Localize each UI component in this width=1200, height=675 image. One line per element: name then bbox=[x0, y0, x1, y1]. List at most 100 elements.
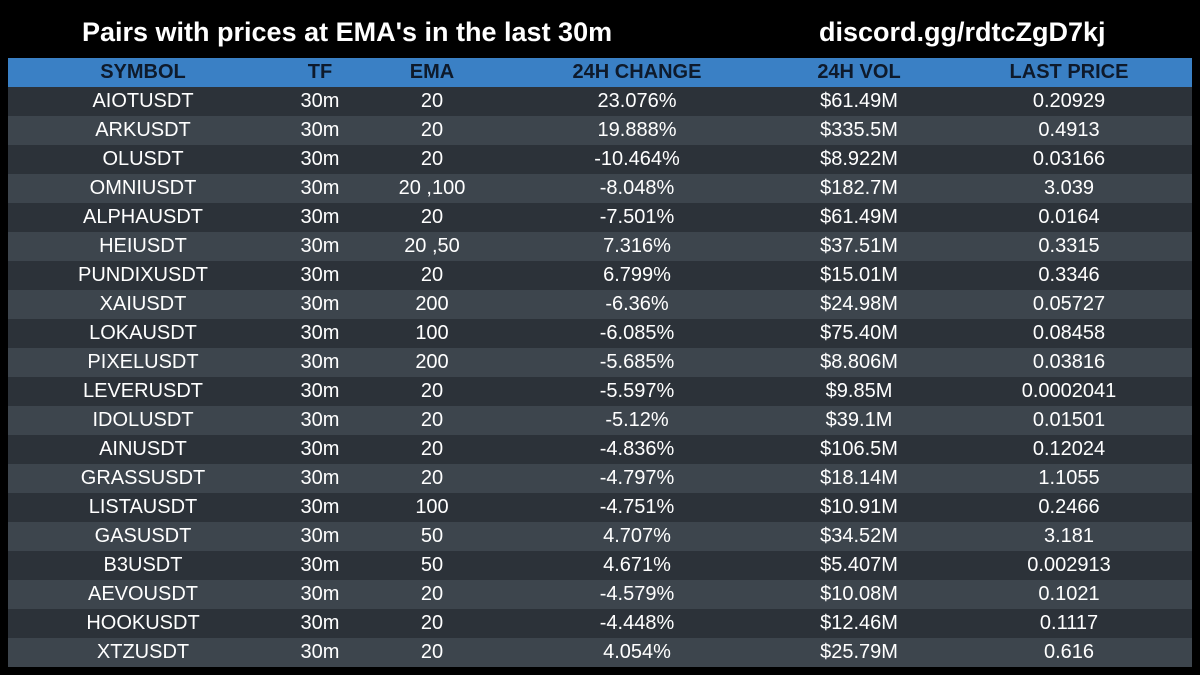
tf-cell: 30m bbox=[300, 264, 340, 286]
price-cell: 0.3315 bbox=[1038, 235, 1100, 257]
table-row: LEVERUSDT 30m 20 -5.597% $9.85M 0.0002041 bbox=[8, 377, 1192, 406]
tf-cell: 30m bbox=[300, 467, 340, 489]
symbol-cell: IDOLUSDT bbox=[92, 409, 194, 431]
price-cell: 0.05727 bbox=[1032, 293, 1106, 315]
tf-cell: 30m bbox=[300, 554, 340, 576]
ema-cell: 200 bbox=[415, 293, 449, 315]
volume-cell: $18.14M bbox=[820, 467, 898, 489]
price-cell: 0.01501 bbox=[1032, 409, 1106, 431]
volume-cell: $39.1M bbox=[825, 409, 893, 431]
change-cell: 4.671% bbox=[603, 554, 671, 576]
ema-cell: 20 bbox=[420, 467, 444, 489]
tf-cell: 30m bbox=[300, 351, 340, 373]
change-cell: 19.888% bbox=[597, 119, 677, 141]
price-cell: 0.03816 bbox=[1032, 351, 1106, 373]
page-title: Pairs with prices at EMA's in the last 3… bbox=[82, 17, 613, 47]
table-row: AEVOUSDT 30m 20 -4.579% $10.08M 0.1021 bbox=[8, 580, 1192, 609]
ema-cell: 20 bbox=[420, 409, 444, 431]
symbol-cell: HEIUSDT bbox=[99, 235, 187, 257]
symbol-cell: AIOTUSDT bbox=[92, 90, 194, 112]
ema-cell: 20 bbox=[420, 612, 444, 634]
volume-cell: $8.922M bbox=[820, 148, 898, 170]
tf-cell: 30m bbox=[300, 90, 340, 112]
tf-cell: 30m bbox=[300, 438, 340, 460]
symbol-cell: OMNIUSDT bbox=[89, 177, 197, 199]
tf-cell: 30m bbox=[300, 612, 340, 634]
price-cell: 0.03166 bbox=[1032, 148, 1106, 170]
tf-cell: 30m bbox=[300, 409, 340, 431]
tf-cell: 30m bbox=[300, 148, 340, 170]
symbol-cell: XTZUSDT bbox=[96, 641, 190, 663]
volume-cell: $37.51M bbox=[820, 235, 898, 257]
symbol-cell: LEVERUSDT bbox=[82, 380, 204, 402]
price-cell: 0.12024 bbox=[1032, 438, 1106, 460]
ema-cell: 20 bbox=[420, 119, 444, 141]
symbol-cell: GRASSUSDT bbox=[80, 467, 206, 489]
ema-cell: 20 bbox=[420, 206, 444, 228]
price-cell: 0.1021 bbox=[1038, 583, 1100, 605]
symbol-cell: OLUSDT bbox=[102, 148, 184, 170]
volume-cell: $34.52M bbox=[820, 525, 898, 547]
price-cell: 0.002913 bbox=[1027, 554, 1111, 576]
change-cell: -6.085% bbox=[599, 322, 675, 344]
column-header-tf: TF bbox=[307, 61, 333, 83]
volume-cell: $15.01M bbox=[820, 264, 898, 286]
price-cell: 3.039 bbox=[1043, 177, 1095, 199]
ema-cell: 20 bbox=[420, 641, 444, 663]
column-header-symbol: SYMBOL bbox=[100, 61, 186, 83]
change-cell: -4.751% bbox=[599, 496, 675, 518]
volume-cell: $182.7M bbox=[820, 177, 898, 199]
symbol-cell: ALPHAUSDT bbox=[82, 206, 204, 228]
symbol-cell: LOKAUSDT bbox=[89, 322, 197, 344]
volume-cell: $61.49M bbox=[820, 206, 898, 228]
ema-cell: 20 bbox=[420, 148, 444, 170]
price-cell: 3.181 bbox=[1043, 525, 1095, 547]
change-cell: -4.579% bbox=[599, 583, 675, 605]
discord-link[interactable]: discord.gg/rdtcZgD7kj bbox=[819, 17, 1106, 47]
tf-cell: 30m bbox=[300, 235, 340, 257]
volume-cell: $61.49M bbox=[820, 90, 898, 112]
table-row: AIOTUSDT 30m 20 23.076% $61.49M 0.20929 bbox=[8, 87, 1192, 116]
column-header-24h-change: 24H CHANGE bbox=[572, 61, 702, 83]
table-row: LISTAUSDT 30m 100 -4.751% $10.91M 0.2466 bbox=[8, 493, 1192, 522]
ema-cell: 50 bbox=[420, 525, 444, 547]
table-row: OMNIUSDT 30m 20 ,100 -8.048% $182.7M 3.039 bbox=[8, 174, 1192, 203]
tf-cell: 30m bbox=[300, 380, 340, 402]
price-cell: 0.616 bbox=[1043, 641, 1095, 663]
change-cell: -4.797% bbox=[599, 467, 675, 489]
column-header-last-price: LAST PRICE bbox=[1009, 61, 1129, 83]
ema-cell: 20 bbox=[420, 583, 444, 605]
change-cell: -5.685% bbox=[599, 351, 675, 373]
volume-cell: $9.85M bbox=[825, 380, 893, 402]
change-cell: 6.799% bbox=[603, 264, 671, 286]
table-header-row: SYMBOL TF EMA 24H CHANGE 24H VOL LAST PR… bbox=[8, 58, 1192, 87]
ema-cell: 20 bbox=[420, 438, 444, 460]
table-row: PIXELUSDT 30m 200 -5.685% $8.806M 0.03816 bbox=[8, 348, 1192, 377]
ema-cell: 20 ,100 bbox=[398, 177, 466, 199]
table-row: AINUSDT 30m 20 -4.836% $106.5M 0.12024 bbox=[8, 435, 1192, 464]
tf-cell: 30m bbox=[300, 525, 340, 547]
change-cell: 4.707% bbox=[603, 525, 671, 547]
price-cell: 0.20929 bbox=[1032, 90, 1106, 112]
symbol-cell: LISTAUSDT bbox=[88, 496, 198, 518]
price-cell: 0.2466 bbox=[1038, 496, 1100, 518]
ema-cell: 200 bbox=[415, 351, 449, 373]
tf-cell: 30m bbox=[300, 641, 340, 663]
table-row: HOOKUSDT 30m 20 -4.448% $12.46M 0.1117 bbox=[8, 609, 1192, 638]
change-cell: -8.048% bbox=[599, 177, 675, 199]
table-row: XAIUSDT 30m 200 -6.36% $24.98M 0.05727 bbox=[8, 290, 1192, 319]
volume-cell: $106.5M bbox=[820, 438, 898, 460]
volume-cell: $10.08M bbox=[820, 583, 898, 605]
symbol-cell: XAIUSDT bbox=[99, 293, 187, 315]
change-cell: 7.316% bbox=[603, 235, 671, 257]
column-header-24h-vol: 24H VOL bbox=[817, 61, 901, 83]
symbol-cell: HOOKUSDT bbox=[86, 612, 200, 634]
tf-cell: 30m bbox=[300, 293, 340, 315]
table-row: OLUSDT 30m 20 -10.464% $8.922M 0.03166 bbox=[8, 145, 1192, 174]
table-row: LOKAUSDT 30m 100 -6.085% $75.40M 0.08458 bbox=[8, 319, 1192, 348]
volume-cell: $8.806M bbox=[820, 351, 898, 373]
change-cell: -7.501% bbox=[599, 206, 675, 228]
symbol-cell: PIXELUSDT bbox=[87, 351, 199, 373]
volume-cell: $5.407M bbox=[820, 554, 898, 576]
ema-cell: 50 bbox=[420, 554, 444, 576]
